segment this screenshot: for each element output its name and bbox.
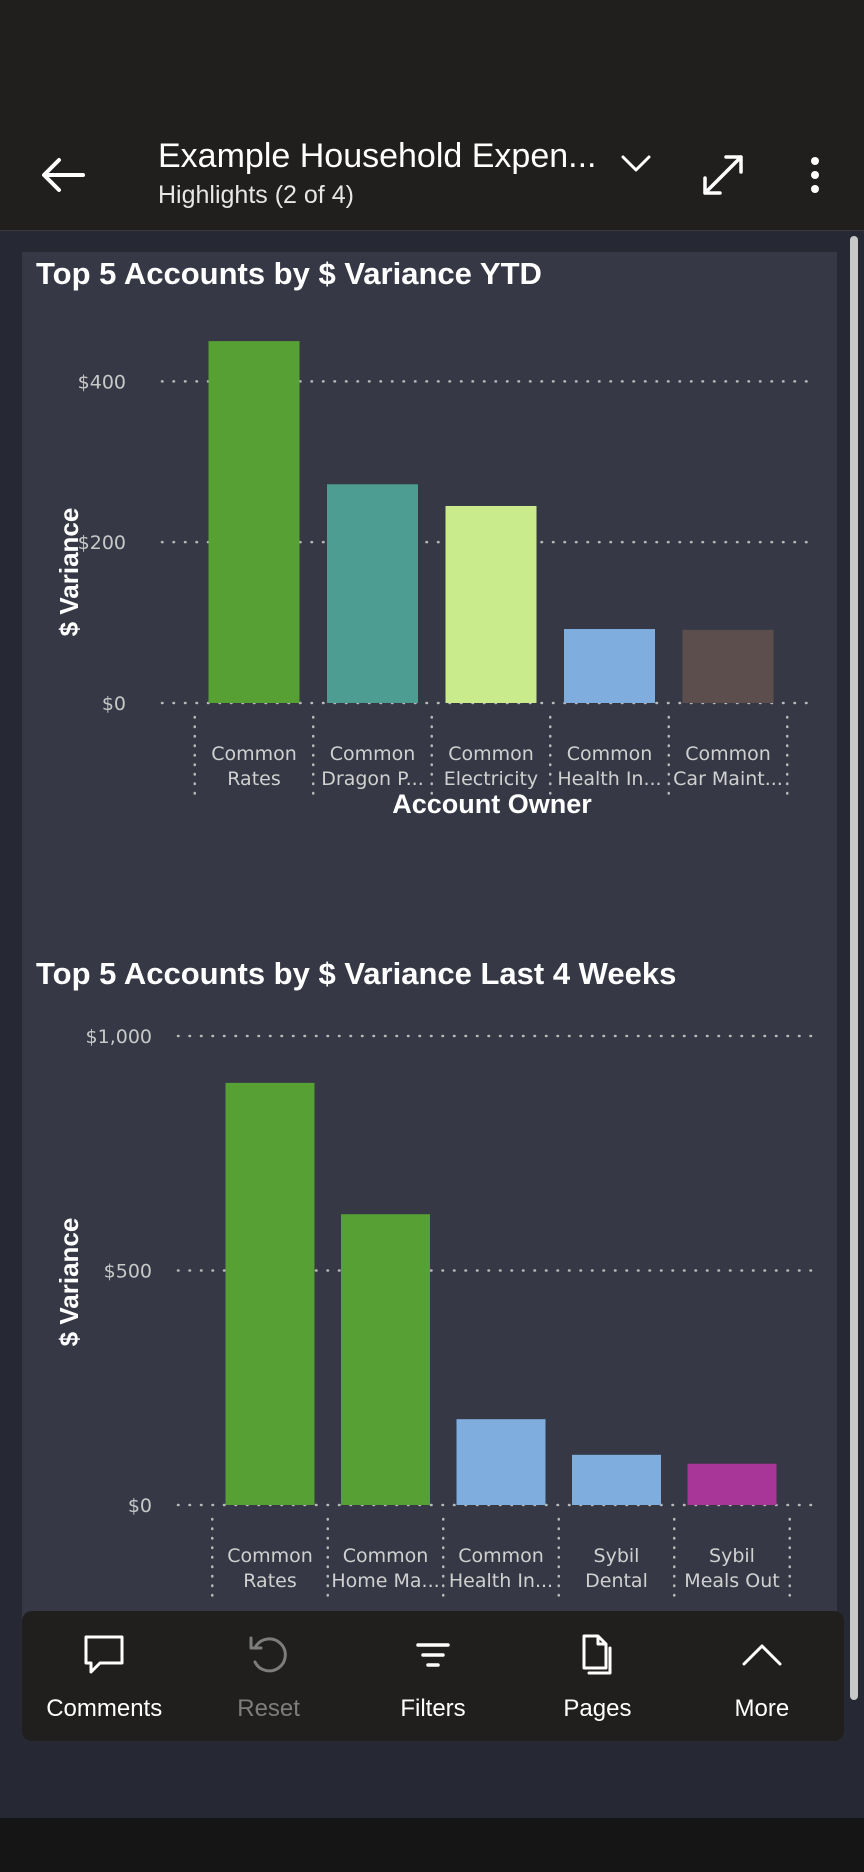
x-tick-label: Rates xyxy=(243,1570,296,1592)
x-tick-label: Common xyxy=(211,743,297,765)
bar-1[interactable] xyxy=(225,1082,315,1505)
x-tick-label: Sybil xyxy=(594,1545,640,1567)
chart-title: Top 5 Accounts by $ Variance YTD xyxy=(36,256,542,291)
pages-icon xyxy=(582,1634,612,1675)
chart-title: Top 5 Accounts by $ Variance Last 4 Week… xyxy=(36,956,677,991)
x-tick-label: Common xyxy=(567,743,653,765)
x-tick-label: Common xyxy=(343,1545,429,1567)
x-tick-label: Common xyxy=(448,743,534,765)
bar-1[interactable] xyxy=(208,341,300,703)
page-subtitle: Highlights (2 of 4) xyxy=(158,181,354,209)
x-tick-label: Health In... xyxy=(557,768,661,790)
comments-label: Comments xyxy=(46,1695,163,1722)
bar-5[interactable] xyxy=(682,629,774,703)
chart-4week-svg: $0 $500 $1,000 Common Rates Common Home Ma... C… xyxy=(54,1026,819,1599)
filter-icon xyxy=(416,1643,450,1667)
reset-label: Reset xyxy=(237,1695,300,1722)
x-tick-label: Car Maint... xyxy=(673,768,783,790)
y-tick-label: $400 xyxy=(78,371,126,393)
chart-ytd-svg: $0 $200 $400 Common Rates Common Dragon P... Co… xyxy=(54,341,814,819)
pages-label: Pages xyxy=(563,1695,632,1722)
comment-icon xyxy=(84,1635,124,1674)
x-tick-label: Health In... xyxy=(449,1570,553,1592)
app-header: Example Household Expen... Highlights (2… xyxy=(0,120,864,231)
reset-icon xyxy=(249,1636,287,1673)
chart-ytd-variance: $0 $200 $400 Common Rates Common Dragon P... Co… xyxy=(22,252,837,952)
report-page: $0 $200 $400 Common Rates Common Dragon P... Co… xyxy=(22,252,837,1622)
y-tick-label: $0 xyxy=(128,1495,152,1517)
bar-4[interactable] xyxy=(572,1454,661,1505)
more-label: More xyxy=(734,1695,790,1722)
expand-button[interactable] xyxy=(690,142,756,208)
chevron-up-icon xyxy=(742,1644,782,1666)
more-vertical-icon xyxy=(811,157,819,193)
bar-5[interactable] xyxy=(687,1463,777,1505)
x-tick-label: Electricity xyxy=(444,768,538,790)
y-tick-label: $500 xyxy=(104,1261,152,1283)
status-bar xyxy=(0,0,864,120)
x-tick-label: Common xyxy=(458,1545,544,1567)
report-title: Example Household Expen... xyxy=(158,137,597,175)
report-title-group: Example Household Expen... Highlights (2… xyxy=(158,134,618,212)
x-tick-label: Dental xyxy=(585,1570,648,1592)
overflow-menu-button[interactable] xyxy=(790,142,840,208)
x-tick-label: Meals Out xyxy=(684,1570,779,1592)
y-tick-label: $1,000 xyxy=(86,1026,152,1048)
x-tick-label: Dragon P... xyxy=(321,768,423,790)
bar-3[interactable] xyxy=(456,1419,546,1505)
bottom-action-bar: Comments Reset Filters Pages xyxy=(22,1611,844,1741)
chevron-down-icon xyxy=(621,155,651,172)
bar-2[interactable] xyxy=(327,484,418,703)
pages-button[interactable]: Pages xyxy=(515,1611,679,1741)
filters-label: Filters xyxy=(400,1695,466,1722)
x-tick-label: Home Ma... xyxy=(331,1570,439,1592)
x-tick-label: Common xyxy=(227,1545,313,1567)
x-tick-label: Common xyxy=(330,743,416,765)
filters-button[interactable]: Filters xyxy=(351,1611,515,1741)
y-axis-label: $ Variance xyxy=(54,508,84,637)
chart-4week-variance: $0 $500 $1,000 Common Rates Common Home Ma... C… xyxy=(22,952,837,1622)
bar-3[interactable] xyxy=(445,505,537,703)
expand-icon xyxy=(703,155,743,195)
x-tick-label: Rates xyxy=(227,768,280,790)
report-dropdown-button[interactable] xyxy=(612,140,660,188)
y-tick-label: $0 xyxy=(102,693,126,715)
vertical-scrollbar[interactable] xyxy=(850,236,858,1700)
report-canvas: $0 $200 $400 Common Rates Common Dragon P... Co… xyxy=(0,231,864,1818)
x-tick-label: Common xyxy=(685,743,771,765)
reset-button[interactable]: Reset xyxy=(186,1611,350,1741)
bar-4[interactable] xyxy=(564,629,655,703)
y-axis-label: $ Variance xyxy=(54,1218,84,1347)
comments-button[interactable]: Comments xyxy=(22,1611,186,1741)
more-button[interactable]: More xyxy=(680,1611,844,1741)
system-nav-bar xyxy=(0,1818,864,1872)
bar-2[interactable] xyxy=(341,1214,430,1505)
x-tick-label: Sybil xyxy=(709,1545,755,1567)
back-button[interactable] xyxy=(30,142,96,208)
back-arrow-icon xyxy=(42,158,85,192)
x-axis-label: Account Owner xyxy=(392,789,592,819)
y-tick-label: $200 xyxy=(78,532,126,554)
